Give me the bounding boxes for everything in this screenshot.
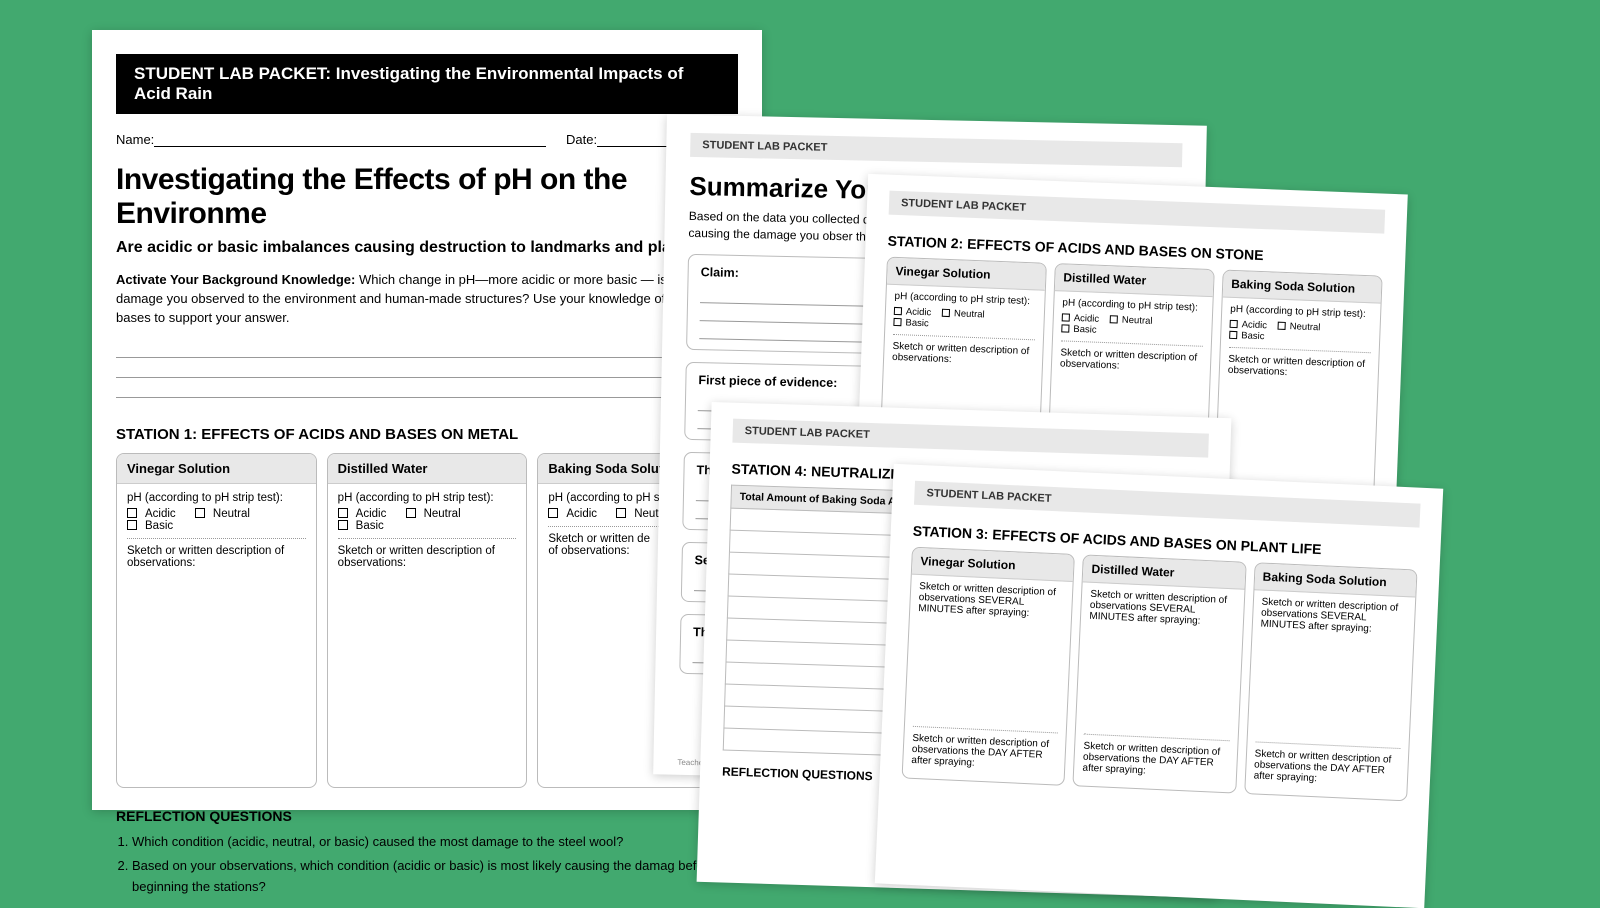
page1-subtitle: Are acidic or basic imbalances causing d… — [116, 239, 738, 257]
reflection-q1: Which condition (acidic, neutral, or bas… — [132, 832, 738, 853]
box-distilled: Distilled Water Sketch or written descri… — [1073, 554, 1247, 793]
name-line[interactable] — [154, 133, 546, 147]
check-basic[interactable]: Basic — [338, 520, 392, 532]
page1-banner: STUDENT LAB PACKET: Investigating the En… — [116, 54, 738, 114]
check-basic[interactable]: Basic — [127, 520, 181, 532]
ph-label: pH (according to pH strip test): — [338, 492, 517, 504]
page1-title: Investigating the Effects of pH on the E… — [116, 163, 738, 231]
packet-header: STUDENT LAB PACKET — [889, 191, 1386, 234]
packet-header: STUDENT LAB PACKET — [732, 419, 1209, 458]
station3-boxes: Vinegar Solution Sketch or written descr… — [902, 547, 1418, 802]
box-vinegar-header: Vinegar Solution — [117, 454, 316, 484]
check-acidic[interactable]: Acidic — [127, 508, 184, 520]
box-vinegar: Vinegar Solution pH (according to pH str… — [116, 453, 317, 788]
station1-heading: STATION 1: EFFECTS OF ACIDS AND BASES ON… — [116, 426, 738, 443]
name-date-row: Name: Date: — [116, 132, 738, 147]
sketch-label: Sketch or written description of observa… — [127, 545, 306, 569]
sketch-area[interactable] — [127, 569, 306, 779]
reflection-q2: Based on your observations, which condit… — [132, 856, 738, 898]
box-distilled-header: Distilled Water — [328, 454, 527, 484]
sketch-label: Sketch or written description of observa… — [338, 545, 517, 569]
activate-paragraph: Activate Your Background Knowledge: Whic… — [116, 271, 738, 328]
answer-lines[interactable] — [116, 338, 738, 398]
check-acidic[interactable]: Acidic — [548, 508, 605, 520]
packet-header: STUDENT LAB PACKET — [914, 481, 1421, 528]
box-baking: Baking Soda Solution pH (according to pH… — [1214, 270, 1383, 509]
check-neutral[interactable]: Neutral — [195, 508, 258, 520]
check-neutral[interactable]: Neutral — [406, 508, 469, 520]
worksheet-page-station3: STUDENT LAB PACKET STATION 3: EFFECTS OF… — [875, 464, 1443, 908]
reflection-heading: REFLECTION QUESTIONS — [116, 808, 738, 824]
box-baking: Baking Soda Solution Sketch or written d… — [1244, 562, 1418, 801]
date-label: Date: — [566, 132, 597, 147]
box-distilled: Distilled Water pH (according to pH stri… — [327, 453, 528, 788]
ph-label: pH (according to pH strip test): — [127, 492, 306, 504]
check-row: Acidic Neutral Basic — [338, 508, 517, 539]
packet-header: STUDENT LAB PACKET — [690, 133, 1182, 167]
name-label: Name: — [116, 132, 154, 147]
box-vinegar: Vinegar Solution Sketch or written descr… — [902, 547, 1076, 786]
check-row: Acidic Neutral Basic — [127, 508, 306, 539]
sketch-area[interactable] — [338, 569, 517, 779]
reflection-list: Which condition (acidic, neutral, or bas… — [116, 832, 738, 898]
station1-boxes: Vinegar Solution pH (according to pH str… — [116, 453, 738, 788]
check-acidic[interactable]: Acidic — [338, 508, 395, 520]
